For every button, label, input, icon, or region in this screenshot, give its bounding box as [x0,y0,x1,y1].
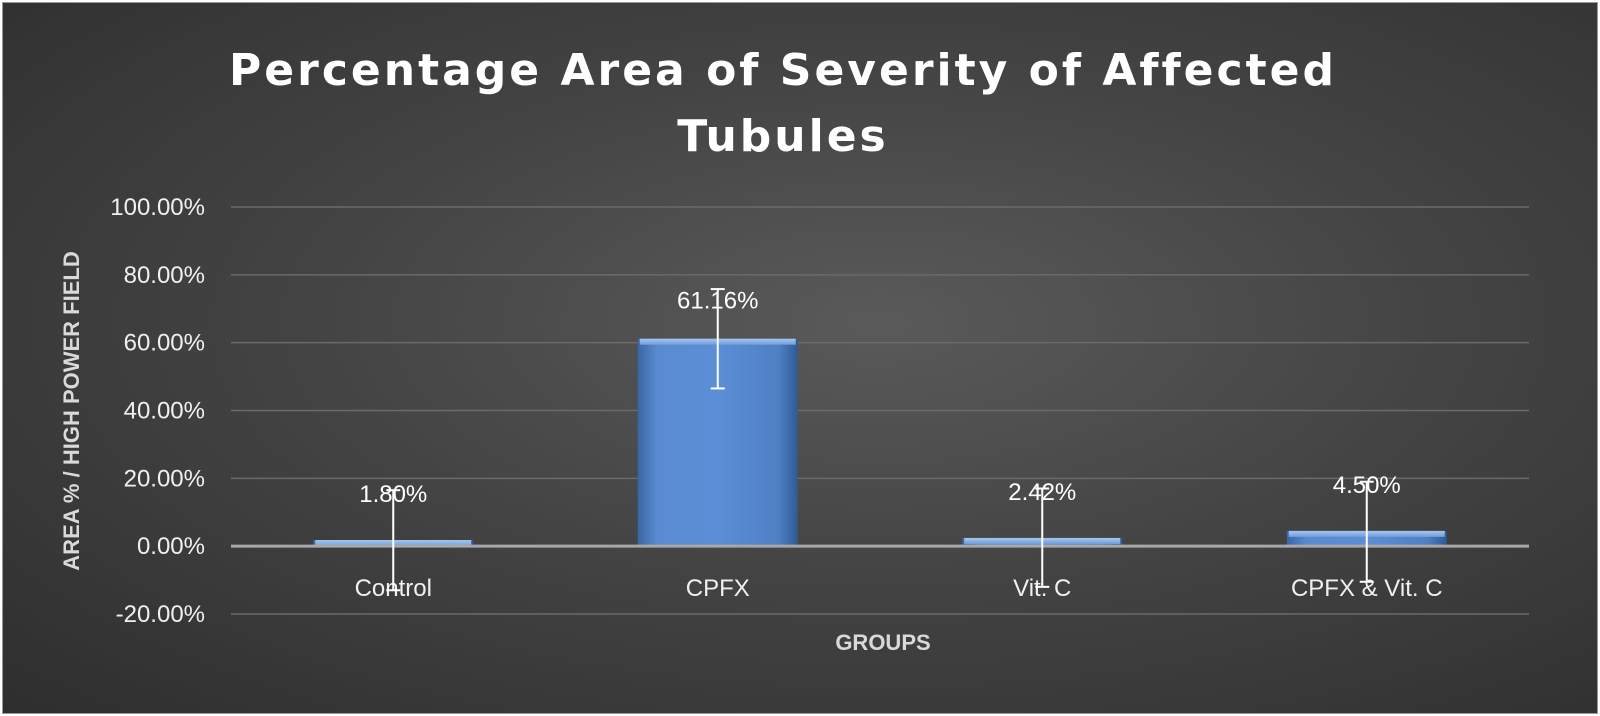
category-label: CPFX [686,575,750,602]
y-tick-label: -20.00% [116,601,205,628]
y-tick-label: 60.00% [124,330,205,357]
y-tick-label: 0.00% [137,533,205,560]
y-tick-label: 100.00% [110,194,205,221]
y-axis-title: AREA % / HIGH POWER FIELD [59,251,84,570]
bar-chart: Percentage Area of Severity of Affected T… [59,45,1529,655]
error-bar [386,489,401,592]
error-bar [1035,487,1050,588]
data-label: 61.16% [677,288,758,315]
error-bar [1359,480,1374,583]
y-axis-ticks: -20.00% 0.00% 20.00% 40.00% 60.00% 80.00% 100.… [110,194,205,628]
data-label: 1.80% [359,481,427,508]
data-label: 2.42% [1008,479,1076,506]
y-tick-label: 80.00% [124,262,205,289]
error-bars [386,288,1374,592]
bars [313,338,1447,547]
chart-title: Percentage Area of Severity of Affected T… [229,45,1337,162]
chart-title-line: Tubules [677,111,888,162]
y-tick-label: 40.00% [124,398,205,425]
data-label: 4.50% [1333,472,1401,499]
y-tick-label: 20.00% [124,465,205,492]
error-bar [710,288,725,390]
gridlines [231,206,1529,615]
x-axis-title: GROUPS [835,630,930,655]
chart-title-line: Percentage Area of Severity of Affected [229,45,1337,96]
x-axis-categories: Control CPFX Vit. C CPFX & Vit. C [355,575,1443,602]
data-labels: 1.80% 61.16% 2.42% 4.50% [359,288,1401,508]
